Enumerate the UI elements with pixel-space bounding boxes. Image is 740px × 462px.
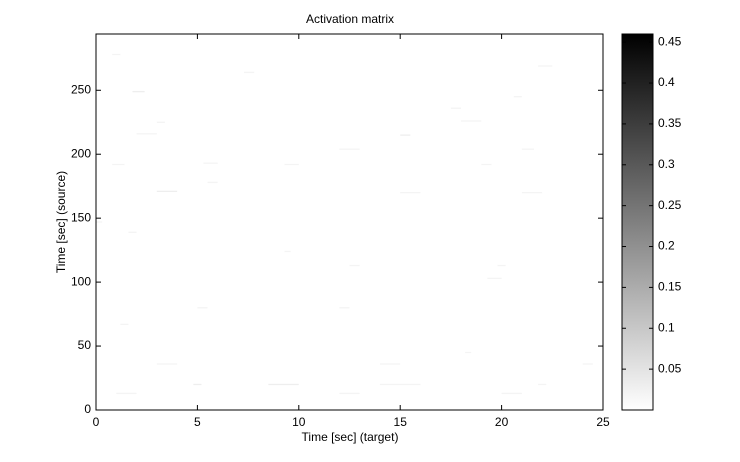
cell bbox=[284, 250, 291, 253]
cell bbox=[400, 134, 411, 136]
cell bbox=[538, 65, 553, 67]
y-tick-label: 200 bbox=[71, 146, 91, 160]
cell bbox=[112, 163, 125, 166]
cell bbox=[284, 163, 299, 166]
x-tick-label: 15 bbox=[394, 415, 408, 429]
y-tick-label: 50 bbox=[78, 338, 92, 352]
cell bbox=[120, 323, 129, 326]
chart-title: Activation matrix bbox=[306, 12, 394, 26]
cell bbox=[339, 392, 360, 395]
y-tick-label: 250 bbox=[71, 82, 91, 96]
cell bbox=[156, 363, 178, 365]
cell bbox=[450, 107, 462, 109]
y-tick-label: 0 bbox=[84, 402, 91, 416]
y-tick-label: 100 bbox=[71, 274, 91, 288]
cell bbox=[268, 383, 299, 386]
x-tick-label: 20 bbox=[495, 415, 509, 429]
x-tick-label: 5 bbox=[194, 415, 201, 429]
y-tick-label: 150 bbox=[71, 210, 91, 224]
colorbar-tick-label: 0.25 bbox=[658, 198, 682, 212]
cell bbox=[156, 190, 178, 193]
colorbar-tick-label: 0.1 bbox=[658, 320, 675, 334]
colorbar-tick-label: 0.15 bbox=[658, 280, 682, 294]
cell bbox=[339, 307, 350, 309]
cell bbox=[197, 307, 208, 309]
cell bbox=[128, 231, 137, 233]
cell bbox=[193, 383, 202, 386]
cell bbox=[465, 351, 472, 354]
cell bbox=[582, 363, 593, 365]
cell bbox=[501, 392, 522, 395]
cell bbox=[400, 191, 421, 194]
cell bbox=[513, 96, 522, 98]
y-axis-label: Time [sec] (source) bbox=[54, 171, 68, 273]
cell bbox=[207, 181, 218, 184]
cell bbox=[349, 264, 360, 267]
x-tick-label: 10 bbox=[292, 415, 306, 429]
colorbar-tick-label: 0.45 bbox=[658, 34, 682, 48]
cell bbox=[116, 392, 137, 395]
cell bbox=[487, 277, 502, 279]
cell bbox=[96, 221, 103, 223]
cell bbox=[112, 53, 121, 56]
cell bbox=[203, 162, 218, 164]
cell bbox=[136, 133, 157, 135]
cell bbox=[156, 121, 165, 123]
cell bbox=[521, 148, 535, 150]
plot-frame bbox=[95, 33, 604, 411]
colorbar-tick-label: 0.05 bbox=[658, 361, 682, 375]
cell bbox=[521, 191, 543, 194]
colorbar-tick-label: 0.35 bbox=[658, 116, 682, 130]
cells bbox=[96, 53, 593, 395]
x-tick-label: 0 bbox=[93, 415, 100, 429]
x-axis-label: Time [sec] (target) bbox=[302, 430, 399, 444]
cell bbox=[379, 363, 401, 365]
cell bbox=[244, 71, 255, 74]
cell bbox=[538, 383, 547, 386]
cell bbox=[379, 383, 421, 386]
cell bbox=[339, 148, 360, 150]
colorbar bbox=[621, 33, 654, 411]
x-tick-label: 25 bbox=[596, 415, 610, 429]
cell bbox=[132, 90, 145, 93]
cell bbox=[497, 264, 506, 267]
cell bbox=[481, 163, 492, 166]
cell bbox=[461, 120, 482, 122]
colorbar-tick-label: 0.3 bbox=[658, 157, 675, 171]
colorbar-tick-label: 0.4 bbox=[658, 75, 675, 89]
colorbar-tick-label: 0.2 bbox=[658, 239, 675, 253]
